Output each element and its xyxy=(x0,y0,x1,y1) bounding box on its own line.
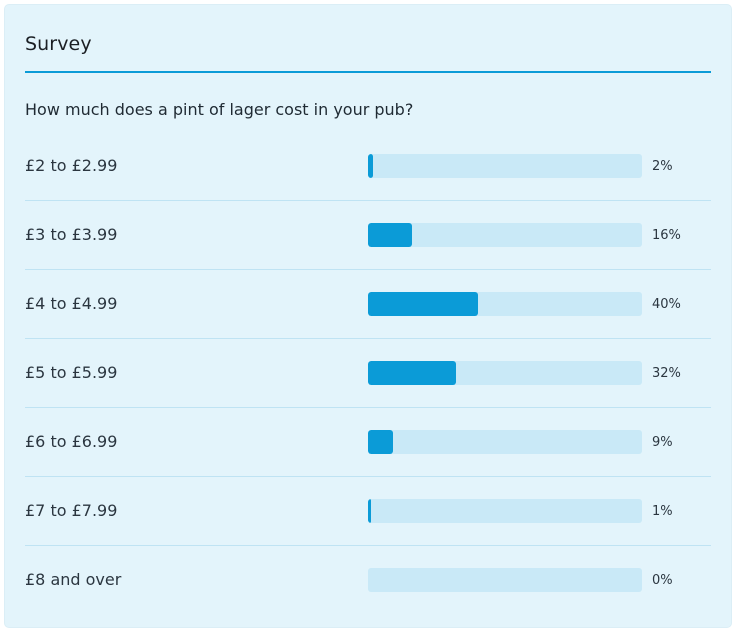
option-label: £6 to £6.99 xyxy=(25,432,118,451)
bar-fill xyxy=(368,223,412,247)
result-row: £6 to £6.99 9% xyxy=(25,408,711,477)
survey-title: Survey xyxy=(25,33,92,55)
percentage-label: 40% xyxy=(652,297,681,312)
percentage-label: 2% xyxy=(652,159,673,174)
bar-track xyxy=(368,361,642,385)
results-list: £2 to £2.99 2% £3 to £3.99 16% £4 to £4.99 40… xyxy=(25,132,711,615)
option-label: £8 and over xyxy=(25,570,122,589)
percentage-label: 16% xyxy=(652,228,681,243)
result-row: £3 to £3.99 16% xyxy=(25,201,711,270)
percentage-label: 0% xyxy=(652,573,673,588)
option-label: £2 to £2.99 xyxy=(25,156,118,175)
bar-track xyxy=(368,499,642,523)
bar-track xyxy=(368,292,642,316)
bar-fill xyxy=(368,430,393,454)
option-label: £3 to £3.99 xyxy=(25,225,118,244)
bar-fill xyxy=(368,499,371,523)
percentage-label: 32% xyxy=(652,366,681,381)
bar-fill xyxy=(368,154,374,178)
result-row: £2 to £2.99 2% xyxy=(25,132,711,201)
option-label: £7 to £7.99 xyxy=(25,501,118,520)
bar-track xyxy=(368,154,642,178)
bar-track xyxy=(368,568,642,592)
percentage-label: 9% xyxy=(652,435,673,450)
result-row: £8 and over 0% xyxy=(25,546,711,615)
option-label: £5 to £5.99 xyxy=(25,363,118,382)
bar-track xyxy=(368,430,642,454)
bar-fill xyxy=(368,361,456,385)
survey-card: Survey How much does a pint of lager cos… xyxy=(5,5,731,627)
result-row: £4 to £4.99 40% xyxy=(25,270,711,339)
survey-question: How much does a pint of lager cost in yo… xyxy=(25,100,414,119)
result-row: £5 to £5.99 32% xyxy=(25,339,711,408)
bar-track xyxy=(368,223,642,247)
title-divider xyxy=(25,71,711,73)
percentage-label: 1% xyxy=(652,504,673,519)
result-row: £7 to £7.99 1% xyxy=(25,477,711,546)
bar-fill xyxy=(368,292,478,316)
option-label: £4 to £4.99 xyxy=(25,294,118,313)
